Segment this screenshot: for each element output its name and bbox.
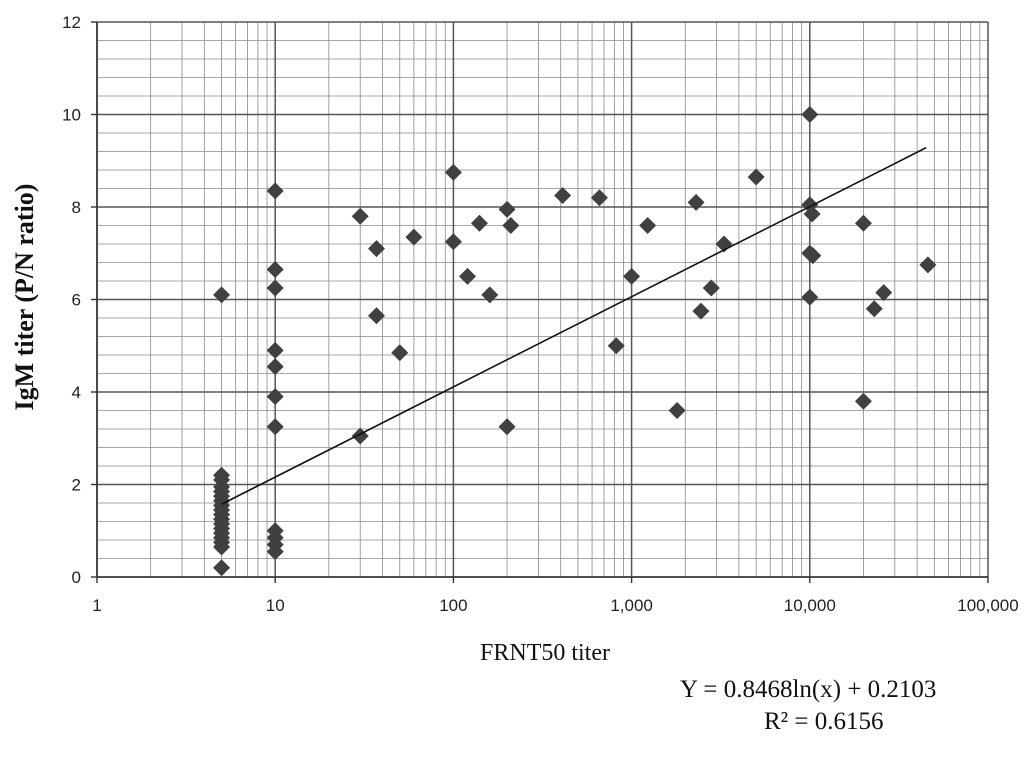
trendline [221, 146, 927, 505]
data-point [801, 288, 819, 306]
data-point [367, 240, 385, 258]
data-point [865, 300, 883, 318]
y-tick-label: 6 [72, 291, 81, 310]
data-point [470, 214, 488, 232]
data-point [405, 228, 423, 246]
data-point [391, 344, 409, 362]
data-point [502, 217, 520, 234]
data-point [266, 358, 284, 376]
data-point [623, 267, 641, 285]
y-tick-labels: 0 2 4 6 8 10 12 [62, 13, 81, 587]
x-tick-labels: 1 10 100 1,000 10,000 100,000 [92, 596, 1018, 615]
data-point [266, 182, 284, 200]
y-tick-label: 4 [72, 383, 81, 402]
y-tick-label: 12 [62, 13, 81, 32]
data-point [266, 388, 284, 406]
data-point [351, 427, 369, 445]
data-point [801, 106, 819, 123]
data-point [481, 286, 499, 304]
trendline-group [221, 146, 927, 505]
y-axis-title: IgM titer (P/N ratio) [10, 184, 39, 411]
x-tick-label: 100 [439, 596, 467, 615]
trendline-equation: Y = 0.8468ln(x) + 0.2103 [680, 676, 937, 703]
data-point [554, 186, 572, 204]
data-point [747, 168, 765, 186]
data-point [498, 418, 516, 436]
data-point [875, 284, 893, 302]
data-points [213, 106, 937, 577]
y-tick-label: 8 [72, 198, 81, 217]
data-point [854, 214, 872, 232]
x-tick-label: 100,000 [957, 596, 1018, 615]
data-point [803, 205, 821, 223]
data-point [444, 233, 462, 251]
data-point [498, 200, 516, 218]
data-point [702, 279, 720, 297]
data-point [351, 207, 369, 225]
major-gridlines [96, 21, 989, 578]
data-point [919, 256, 937, 274]
x-tick-label: 10 [266, 596, 285, 615]
x-tick-label: 1 [92, 596, 101, 615]
data-point [687, 193, 705, 211]
data-point [266, 260, 284, 278]
data-point [266, 341, 284, 359]
data-point [607, 337, 625, 355]
data-point [266, 522, 284, 540]
data-point [213, 559, 231, 577]
data-point [590, 189, 608, 207]
data-point [668, 402, 686, 419]
y-tick-label: 2 [72, 476, 81, 495]
data-point [266, 279, 284, 297]
data-point [854, 392, 872, 410]
data-point [213, 466, 231, 484]
data-point [213, 286, 231, 304]
y-tick-label: 0 [72, 568, 81, 587]
x-tick-label: 1,000 [610, 596, 653, 615]
data-point [459, 267, 477, 285]
r-squared-label: R² = 0.6156 [764, 708, 884, 735]
data-point [639, 217, 657, 234]
data-point [692, 302, 710, 320]
data-point [266, 418, 284, 436]
y-tick-label: 10 [62, 106, 81, 125]
data-point [444, 163, 462, 181]
x-axis-title: FRNT50 titer [480, 640, 610, 666]
x-tick-label: 10,000 [784, 596, 836, 615]
data-point [367, 307, 385, 325]
axes [91, 21, 989, 583]
data-point [804, 247, 822, 265]
